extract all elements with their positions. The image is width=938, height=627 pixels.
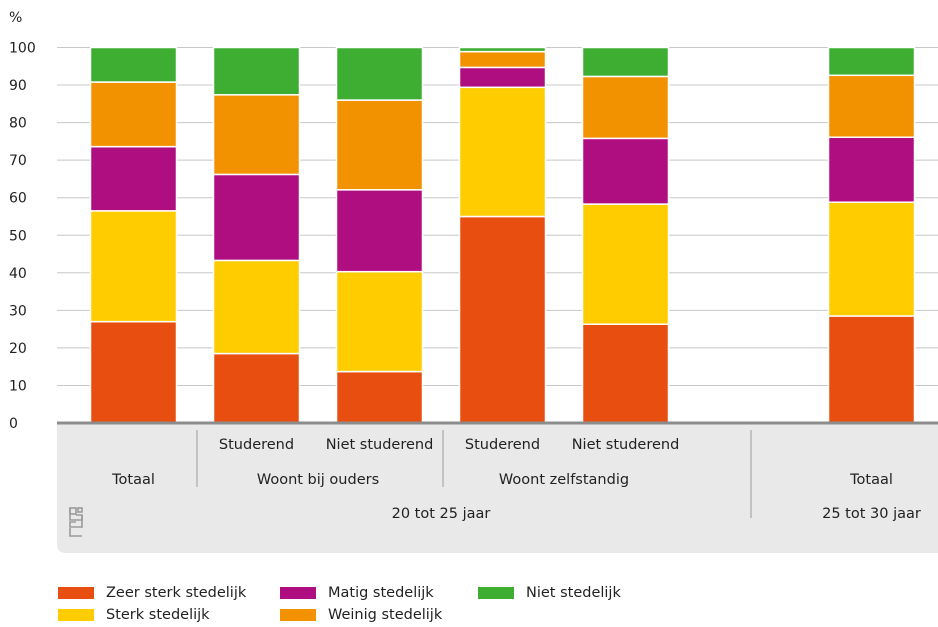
legend-label: Zeer sterk stedelijk [106,585,247,601]
bar-segment [335,370,424,424]
category-label: Niet studerend [326,437,434,453]
bars [89,46,916,424]
legend-swatch [58,609,94,621]
y-tick-label: 80 [9,116,27,132]
category-label: Totaal [849,472,893,488]
bar-segment [827,46,916,77]
bar-segment [581,137,670,205]
legend-swatch [58,587,94,599]
bar-segment [581,75,670,140]
category-labels: Totaal Studerend Niet studerend Studerend Ni… [111,437,921,522]
age-group-label: 20 tot 25 jaar [392,506,491,522]
bar-segment [458,50,547,69]
legend-swatch [280,609,316,621]
bar-segment [89,81,178,148]
category-separators [196,430,752,518]
bar-segment [212,46,301,96]
y-tick-label: 100 [9,41,36,57]
bar-segment [458,66,547,89]
group-label: Woont bij ouders [257,472,379,488]
category-label: Totaal [111,472,155,488]
legend-label: Niet stedelijk [526,585,621,601]
y-axis-label: % [9,10,22,26]
legend-item: Sterk stedelijk [58,607,210,623]
legend-item: Weinig stedelijk [280,607,442,623]
y-tick-label: 10 [9,378,27,394]
bar-segment [212,173,301,262]
bar-segment [827,136,916,203]
y-tick-label: 30 [9,303,27,319]
bar-segment [827,74,916,138]
legend-item: Matig stedelijk [280,585,434,601]
group-label: Woont zelfstandig [499,472,629,488]
legend-swatch [478,587,514,599]
bar-segment [335,189,424,273]
bar-segment [212,94,301,176]
cbs-logo [69,507,83,537]
bar-segment [827,201,916,317]
legend-label: Sterk stedelijk [106,607,210,623]
bar-segment [89,145,178,212]
legend-item: Niet stedelijk [478,585,621,601]
bar-segment [335,99,424,191]
category-label: Studerend [465,437,540,453]
bar-segment [827,315,916,424]
category-axis-panel [57,423,938,553]
bar-segment [335,46,424,101]
y-tick-label: 50 [9,228,27,244]
bar-segment [212,259,301,355]
y-tick-label: 90 [9,78,27,94]
legend-swatch [280,587,316,599]
category-label: Niet studerend [572,437,680,453]
y-tick-label: 40 [9,266,27,282]
bar-segment [581,323,670,424]
y-tick-label: 60 [9,191,27,207]
legend-label: Matig stedelijk [328,585,434,601]
bar-segment [335,270,424,373]
bar-segment [581,46,670,78]
bar-segment [458,46,547,53]
legend: Zeer sterk stedelijk Sterk stedelijk Matig… [58,585,658,627]
y-tick-label: 0 [9,416,18,432]
y-tick-label: 70 [9,153,27,169]
y-tick-label: 20 [9,341,27,357]
legend-label: Weinig stedelijk [328,607,443,623]
bar-segment [458,86,547,218]
age-group-label: 25 tot 30 jaar [822,506,921,522]
bar-segment [458,215,547,424]
bar-segment [89,46,178,83]
y-tick-labels: 0 10 20 30 40 50 60 70 80 90 100 [9,41,36,433]
bar-segment [89,320,178,424]
legend-item: Zeer sterk stedelijk [58,585,246,601]
bar-segment [581,203,670,325]
bar-segment [89,210,178,323]
bar-segment [212,352,301,424]
category-label: Studerend [219,437,294,453]
